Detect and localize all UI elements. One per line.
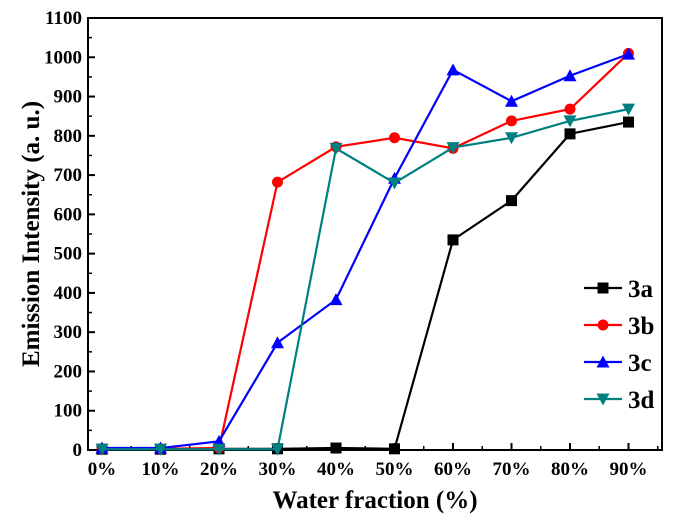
x-tick-label: 60% [434,459,472,480]
legend-item-3b: 3b [584,313,654,340]
y-tick-label: 800 [54,126,83,147]
legend-item-3a: 3a [584,276,654,303]
y-tick-label: 100 [54,401,83,422]
y-axis-title: Emission Intensity (a. u.) [18,101,45,367]
data-point-3d [622,103,635,116]
x-tick-label: 70% [493,459,531,480]
x-tick-label: 90% [610,459,648,480]
y-tick-label: 1000 [44,47,82,68]
legend-label: 3d [628,387,655,414]
y-tick-label: 0 [73,440,83,461]
data-point-3d [563,115,577,128]
plot-frame [87,17,663,451]
data-point-3d [95,443,109,456]
y-tick-label: 500 [54,244,83,265]
data-point-3a [564,128,576,140]
data-point-3b [272,176,283,188]
series-3c [95,47,635,454]
series-line-3d [102,108,629,451]
data-point-3d [388,177,401,190]
legend-swatch-marker [596,393,610,406]
legend-swatch-marker [597,319,609,331]
x-tick-label: 50% [376,459,414,480]
data-point-3a [623,116,634,128]
legend-label: 3b [628,313,654,340]
legend-label: 3c [628,350,652,377]
series-3a [96,116,634,455]
x-tick-label: 40% [317,459,355,480]
y-tick-label: 1100 [45,8,82,29]
data-point-3a [447,234,459,246]
series-layer [95,47,635,456]
data-point-3d [212,443,226,456]
data-point-3c [446,63,460,76]
data-point-3b [389,132,400,144]
x-tick-label: 80% [551,459,589,480]
y-tick-label: 700 [54,165,83,186]
axes: 0 100 200 300 400 500 600 700 800 900 1000 1100 0% 10… [44,8,663,480]
series-line-3a [102,120,629,451]
y-tick-label: 400 [54,283,83,304]
data-point-3a [506,195,517,207]
data-point-3a [389,443,400,455]
data-point-3c [622,47,635,60]
data-point-3d [446,142,460,155]
legend-item-3c: 3c [584,350,652,377]
y-tick-label: 600 [54,204,83,225]
x-tick-label: 20% [200,459,238,480]
data-point-3c [329,293,343,306]
data-point-3d [154,443,167,456]
legend-item-3d: 3d [584,387,655,414]
x-tick-label: 30% [259,459,297,480]
x-tick-label: 0% [88,459,117,480]
legend: 3a 3b 3c 3d [584,276,655,414]
x-axis-title: Water fraction (%) [272,487,477,514]
y-tick-label: 300 [54,322,83,343]
data-point-3d [329,142,343,155]
series-line-3b [102,52,630,450]
series-3d [95,103,635,456]
legend-swatch-marker [597,282,609,294]
series-line-3c [102,53,629,450]
legend-swatch-marker [596,355,610,368]
series-3b [96,47,634,455]
legend-label: 3a [628,276,654,303]
data-point-3b [564,103,576,115]
data-point-3c [271,336,284,349]
y-tick-label: 900 [54,87,83,108]
data-point-3b [506,115,517,127]
y-tick-label: 200 [54,361,83,382]
data-point-3d [271,443,284,456]
data-point-3a [330,442,342,454]
data-point-3d [505,132,518,145]
x-tick-label: 10% [142,459,180,480]
data-point-3c [505,94,518,107]
data-point-3c [563,69,577,82]
